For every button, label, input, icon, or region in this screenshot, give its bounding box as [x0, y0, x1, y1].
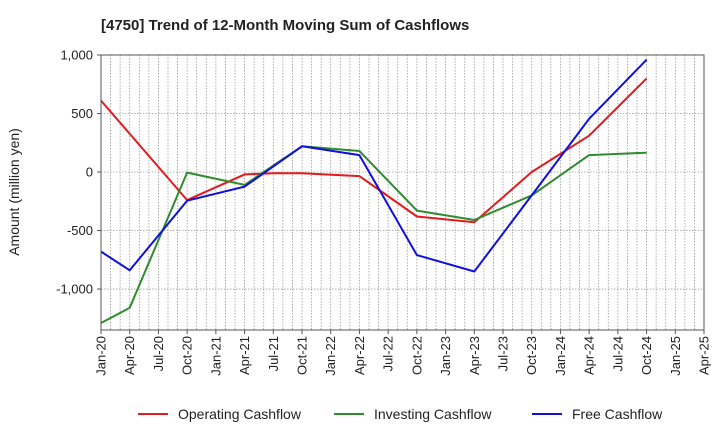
y-tick-label: 1,000 [60, 48, 93, 63]
y-tick-label: -1,000 [56, 282, 93, 297]
x-tick-label: Jul-20 [151, 336, 166, 371]
legend-label: Operating Cashflow [178, 406, 302, 422]
x-tick-label: Apr-22 [352, 336, 367, 375]
x-tick-label: Jul-23 [496, 336, 511, 371]
y-tick-label: -500 [67, 223, 93, 238]
x-tick-label: Jan-23 [438, 336, 453, 376]
x-tick-label: Jan-21 [208, 336, 223, 376]
y-axis-label: Amount (million yen) [6, 128, 22, 256]
series-line [100, 59, 648, 273]
y-tick-label: 0 [86, 165, 93, 180]
x-tick-label: Apr-20 [122, 336, 137, 375]
x-tick-label: Jul-21 [266, 336, 281, 371]
x-tick-label: Jan-25 [668, 336, 683, 376]
series-line [100, 77, 648, 224]
x-tick-label: Oct-21 [295, 336, 310, 375]
x-tick-label: Oct-24 [639, 336, 654, 375]
series-layer [100, 59, 648, 324]
x-tick-label: Oct-23 [524, 336, 539, 375]
series-line [100, 145, 647, 324]
legend: Operating Cashflow Investing Cashflow Free… [138, 406, 663, 422]
x-tick-label: Apr-23 [467, 336, 482, 375]
x-tick-label: Apr-25 [697, 336, 712, 375]
legend-label: Investing Cashflow [374, 406, 492, 422]
legend-label: Free Cashflow [572, 406, 663, 422]
plot-frame [100, 54, 705, 331]
x-tick-label: Jan-24 [553, 336, 568, 376]
x-tick-label: Oct-20 [180, 336, 195, 375]
axes: 1,000 500 0 -500 -1,000 Jan-20 Apr-20 Jul-20 Oct… [56, 48, 711, 376]
x-tick-label: Apr-24 [582, 336, 597, 375]
x-tick-label: Jan-20 [94, 336, 109, 376]
chart-title: [4750] Trend of 12-Month Moving Sum of C… [101, 17, 469, 34]
x-tick-label: Jul-22 [381, 336, 396, 371]
x-tick-label: Apr-21 [237, 336, 252, 375]
x-tick-label: Jan-22 [323, 336, 338, 376]
x-tick-label: Oct-22 [409, 336, 424, 375]
x-tick-label: Jul-24 [610, 336, 625, 371]
y-tick-label: 500 [71, 106, 93, 121]
grid [101, 54, 704, 330]
